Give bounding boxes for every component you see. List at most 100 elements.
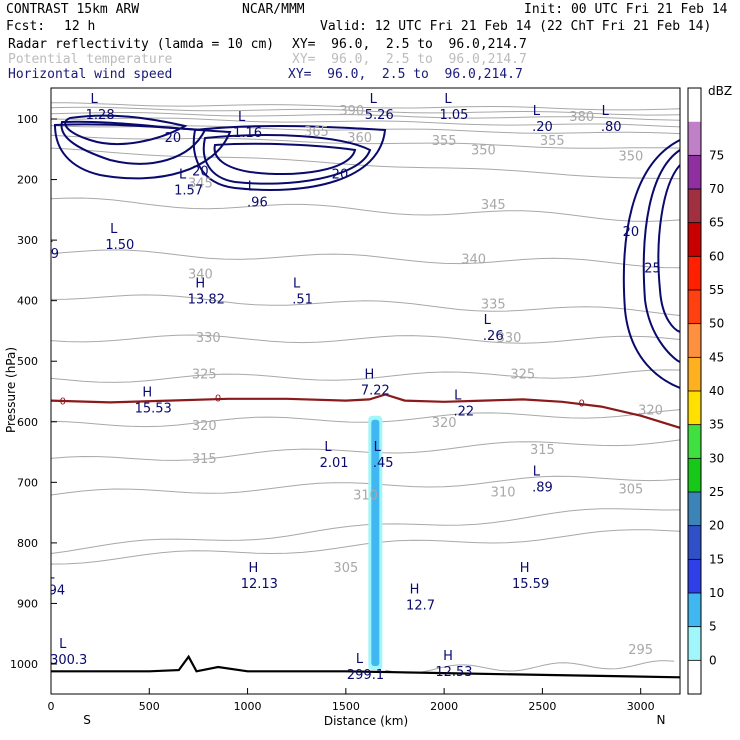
theta-label: 390 [339,104,364,119]
wind-contour-3 [213,142,357,175]
colorbar-box [688,492,701,526]
theta-contour-320 [51,409,680,428]
theta-label: 310 [491,485,516,500]
theta-contours [51,102,680,674]
theta-label: 325 [510,367,535,382]
theta-contour-305 [51,508,680,554]
wind-contour-6 [642,149,680,363]
x-tick-label: 2500 [528,700,556,713]
extremum-type: H [248,561,258,576]
y-tick-label: 900 [17,597,38,610]
theta-contour-340 [51,249,680,269]
y-tick-label: 1000 [10,658,38,671]
zero-isotherm: 0 0 0 [51,393,680,429]
theta-label: 345 [481,198,506,213]
extremum-value: 1.57 [174,184,203,199]
extremum-value: 299.1 [347,668,384,683]
extremum-type: L [533,464,541,479]
theta-label: 380 [569,110,594,125]
wind-label: 20 [332,168,349,183]
wind-contour-0 [64,114,188,146]
extremum-type: L [238,110,246,125]
theta-label: 330 [196,331,221,346]
extremum-type: L [533,104,541,119]
field-theta-xy: XY= 96.0, 2.5 to 96.0,214.7 [292,52,527,67]
wind-contour-4 [202,134,372,185]
colorbar-tick-label: 20 [709,519,724,533]
y-tick-label: 700 [17,476,38,489]
colorbar-box [688,626,701,661]
y-tick-label: 100 [17,113,38,126]
wind-contours [53,114,680,389]
colorbar: 0 5 10 15 20 25 30 35 40 45 50 55 60 65 70 75 dBZ [687,84,732,695]
extremum-type: L [110,222,118,237]
theta-label: 320 [638,404,663,419]
field-wind-xy: XY= 96.0, 2.5 to 96.0,214.7 [288,67,523,82]
x-tick-label: 1000 [234,700,262,713]
theta-contour-295 [385,660,675,674]
y-tick-label: 300 [17,234,38,247]
extremum-type: H [410,582,420,597]
extremum-type: H [195,277,205,292]
colorbar-tick-label: 0 [709,653,717,667]
axes: 0 500 1000 1500 2000 2500 30001002003004005006… [4,113,665,728]
y-tick-label: 200 [17,174,38,187]
colorbar-box [688,155,701,189]
plot-frame [50,87,681,695]
extremum-value: .89 [532,480,553,495]
theta-label: 335 [481,298,506,313]
theta-contour-310 [51,475,680,496]
colorbar-box [688,593,701,627]
y-tick-label: 500 [17,355,38,368]
theta-contour-370 [51,112,680,121]
theta-label: 355 [432,134,457,149]
terrain-line [51,654,680,679]
wind-contour-8 [622,139,680,389]
theta-label: 320 [192,419,217,434]
extremum-type: L [293,277,301,292]
colorbar-box [688,222,701,257]
extremum-type: L [324,440,332,455]
colorbar-box [688,424,701,459]
x-axis-label: Distance (km) [324,714,408,728]
wind-label: 20 [623,225,640,240]
extremum-type: H [142,386,152,401]
colorbar-tick-label: 50 [709,317,724,331]
field-reflectivity-name: Radar reflectivity (lamda = 10 cm) [8,37,275,52]
zero-isotherm-label: 0 [215,394,221,405]
colorbar-tick-label: 35 [709,418,724,432]
theta-contour-330 [51,334,680,344]
y-axis-label: Pressure (hPa) [4,347,18,433]
colorbar-box [688,88,701,122]
colorbar-tick-label: 65 [709,216,724,230]
valid-time: Valid: 12 UTC Fri 21 Feb 14 (22 ChT Fri … [320,19,712,34]
theta-contour-365 [51,117,680,128]
colorbar-tick-label: 25 [709,485,724,499]
extremum-type: H [443,649,453,664]
wind-contour-5 [192,124,387,191]
colorbar-box [688,290,701,324]
extremum-value: 12.7 [406,598,435,613]
theta-contour-380 [51,106,680,116]
theta-contour-345 [51,197,680,222]
theta-label: 315 [530,443,555,458]
wind-label: 20 [192,164,209,179]
colorbar-box [688,525,701,560]
fcst-label: Fcst: [6,19,46,34]
theta-label: 340 [188,267,213,282]
theta-label: 305 [333,561,358,576]
extremum-type: L [484,313,492,328]
fcst-value: 12 h [64,19,96,34]
model-title: CONTRAST 15km ARW [6,2,140,17]
colorbar-tick-label: 15 [709,552,724,566]
colorbar-tick-label: 60 [709,249,724,263]
zero-isotherm-label: 0 [60,397,66,408]
extremum-value: 15.59 [512,577,549,592]
y-tick-label: 800 [17,537,38,550]
y-tick-label: 400 [17,295,38,308]
extremum-type: L [444,92,452,107]
extremum-type: L [91,92,99,107]
extremum-value: 5.26 [365,108,394,123]
wind-label: 20 [165,131,182,146]
